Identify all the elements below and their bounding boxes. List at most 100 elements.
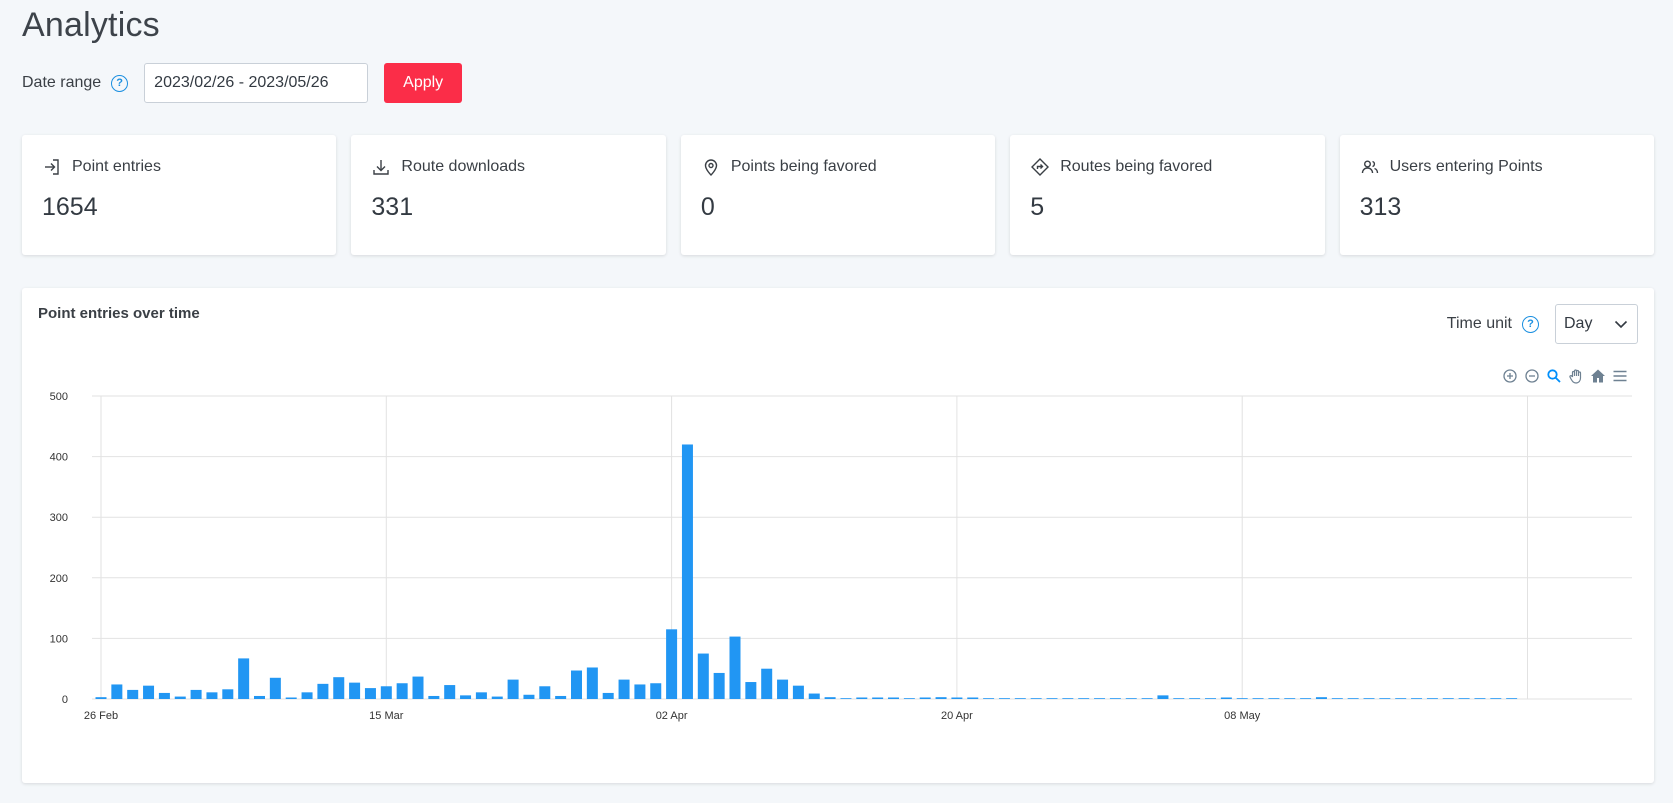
chart-bar[interactable] <box>998 698 1010 699</box>
chart-bar[interactable] <box>1300 698 1312 699</box>
menu-icon[interactable] <box>1612 368 1628 384</box>
chart-bar[interactable] <box>888 697 899 700</box>
chart-bar[interactable] <box>1078 698 1090 699</box>
chart-bar[interactable] <box>475 692 487 699</box>
chart-bar[interactable] <box>380 686 392 699</box>
chart-bar[interactable] <box>349 682 361 699</box>
chart-bar[interactable] <box>1062 698 1074 699</box>
chart-bar[interactable] <box>539 686 551 699</box>
chart-bar[interactable] <box>586 667 598 699</box>
chart-bar[interactable] <box>1363 698 1375 699</box>
chart-bar[interactable] <box>1474 698 1486 699</box>
chart-bar[interactable] <box>571 670 582 699</box>
chart-bar[interactable] <box>1347 698 1359 699</box>
chart-bar[interactable] <box>872 697 884 700</box>
chart-bar[interactable] <box>491 696 503 699</box>
help-icon[interactable]: ? <box>111 74 129 92</box>
chart-bar[interactable] <box>713 672 725 699</box>
chart-bar[interactable] <box>1125 698 1137 699</box>
home-reset-icon[interactable] <box>1590 368 1606 384</box>
chart-bar[interactable] <box>935 697 947 699</box>
chart-bar[interactable] <box>967 697 979 700</box>
chart-bar[interactable] <box>824 697 836 699</box>
chart-bar[interactable] <box>396 683 408 699</box>
chart-bar[interactable] <box>460 695 472 699</box>
chart-bar[interactable] <box>650 683 662 699</box>
chart-bar[interactable] <box>190 689 202 699</box>
chart-bar[interactable] <box>697 653 709 699</box>
chart-bar[interactable] <box>1220 697 1232 700</box>
chart-bar[interactable] <box>1173 698 1185 699</box>
chart-bar[interactable] <box>301 692 313 699</box>
chart-bar[interactable] <box>1458 698 1470 699</box>
chart-bar[interactable] <box>111 684 123 699</box>
chart-bar[interactable] <box>745 682 757 699</box>
chart-bar[interactable] <box>238 658 250 699</box>
chart-bar[interactable] <box>1426 698 1438 699</box>
chart-bar[interactable] <box>1157 695 1169 699</box>
chart-bar[interactable] <box>428 695 440 699</box>
chart-bar[interactable] <box>1014 698 1026 699</box>
chart-bar[interactable] <box>951 697 963 700</box>
chart-bar[interactable] <box>1268 698 1280 699</box>
chart-bar[interactable] <box>1395 698 1407 699</box>
zoom-selection-icon[interactable] <box>1546 368 1562 384</box>
chart-bar[interactable] <box>1046 698 1058 699</box>
chart-bar[interactable] <box>1141 698 1153 699</box>
chart-bar[interactable] <box>364 688 376 699</box>
chart-bar[interactable] <box>412 676 424 699</box>
chart-bar[interactable] <box>681 444 693 699</box>
chart-bar[interactable] <box>333 677 345 699</box>
chart-bar[interactable] <box>1030 698 1042 699</box>
chart-bar[interactable] <box>206 692 218 699</box>
chart-bar[interactable] <box>317 683 329 699</box>
chart-bar[interactable] <box>1189 698 1201 699</box>
chart-bar[interactable] <box>983 698 995 699</box>
chart-bar[interactable] <box>1331 698 1343 699</box>
chart-bar[interactable] <box>729 636 741 699</box>
chart-bar[interactable] <box>444 685 456 699</box>
chart-bar[interactable] <box>808 693 820 699</box>
help-icon[interactable]: ? <box>1522 315 1539 333</box>
chart-bar[interactable] <box>840 698 852 699</box>
chart-bar[interactable] <box>285 697 297 700</box>
chart-bar[interactable] <box>1205 698 1216 699</box>
apply-button[interactable]: Apply <box>384 63 463 103</box>
chart-bar[interactable] <box>1252 698 1264 699</box>
chart-bar[interactable] <box>1094 698 1106 699</box>
chart-bar[interactable] <box>919 697 931 700</box>
time-unit-select[interactable]: Day <box>1555 304 1638 344</box>
chart-bar[interactable] <box>1442 698 1454 699</box>
chart-bar[interactable] <box>523 694 535 699</box>
chart-bar[interactable] <box>127 689 139 699</box>
chart-bar[interactable] <box>507 679 519 699</box>
chart-bar[interactable] <box>1236 698 1248 699</box>
chart-bar[interactable] <box>1506 698 1518 699</box>
chart-bar[interactable] <box>634 684 646 699</box>
chart-bar[interactable] <box>1109 698 1121 699</box>
chart-bar[interactable] <box>1490 698 1502 699</box>
zoom-in-icon[interactable] <box>1502 368 1518 384</box>
chart-bar[interactable] <box>666 629 678 699</box>
chart-bar[interactable] <box>143 685 155 699</box>
chart-bar[interactable] <box>555 695 567 699</box>
chart-bar[interactable] <box>1379 698 1391 699</box>
chart-bar[interactable] <box>1284 698 1296 699</box>
pan-hand-icon[interactable] <box>1568 368 1584 384</box>
chart-bar[interactable] <box>222 689 234 699</box>
chart-bar[interactable] <box>158 692 170 699</box>
chart-bar[interactable] <box>618 679 630 699</box>
chart-bar[interactable] <box>903 698 915 699</box>
chart-bar[interactable] <box>1315 697 1327 699</box>
chart-bar[interactable] <box>792 685 804 699</box>
chart-bar[interactable] <box>174 696 186 699</box>
chart-bar[interactable] <box>269 677 281 699</box>
chart-bar[interactable] <box>856 697 868 700</box>
date-range-input[interactable] <box>144 63 369 103</box>
chart-bar[interactable] <box>761 668 773 699</box>
chart-bar[interactable] <box>777 679 789 699</box>
chart-bar[interactable] <box>602 692 614 699</box>
chart-bar[interactable] <box>254 695 265 699</box>
chart-bar[interactable] <box>1411 698 1423 699</box>
zoom-out-icon[interactable] <box>1524 368 1540 384</box>
